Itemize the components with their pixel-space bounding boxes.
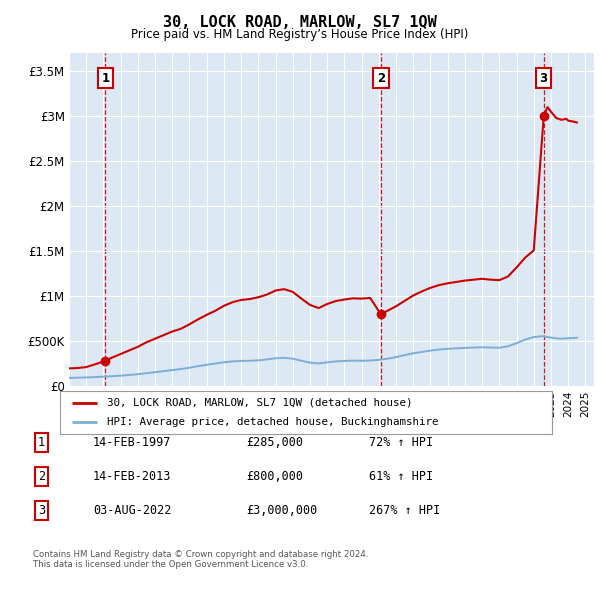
Text: 14-FEB-1997: 14-FEB-1997	[93, 436, 172, 449]
Text: 61% ↑ HPI: 61% ↑ HPI	[369, 470, 433, 483]
Text: 2: 2	[377, 72, 385, 85]
Text: 03-AUG-2022: 03-AUG-2022	[93, 504, 172, 517]
Text: 72% ↑ HPI: 72% ↑ HPI	[369, 436, 433, 449]
Text: 30, LOCK ROAD, MARLOW, SL7 1QW (detached house): 30, LOCK ROAD, MARLOW, SL7 1QW (detached…	[107, 398, 412, 408]
Text: 2: 2	[38, 470, 45, 483]
Text: £285,000: £285,000	[246, 436, 303, 449]
Text: 3: 3	[539, 72, 548, 85]
Text: Price paid vs. HM Land Registry’s House Price Index (HPI): Price paid vs. HM Land Registry’s House …	[131, 28, 469, 41]
Text: 1: 1	[101, 72, 110, 85]
Text: £3,000,000: £3,000,000	[246, 504, 317, 517]
Text: 1: 1	[38, 436, 45, 449]
Text: £800,000: £800,000	[246, 470, 303, 483]
Text: 267% ↑ HPI: 267% ↑ HPI	[369, 504, 440, 517]
Text: 30, LOCK ROAD, MARLOW, SL7 1QW: 30, LOCK ROAD, MARLOW, SL7 1QW	[163, 15, 437, 30]
Text: Contains HM Land Registry data © Crown copyright and database right 2024.
This d: Contains HM Land Registry data © Crown c…	[33, 550, 368, 569]
Text: HPI: Average price, detached house, Buckinghamshire: HPI: Average price, detached house, Buck…	[107, 417, 438, 427]
Text: 14-FEB-2013: 14-FEB-2013	[93, 470, 172, 483]
Text: 3: 3	[38, 504, 45, 517]
